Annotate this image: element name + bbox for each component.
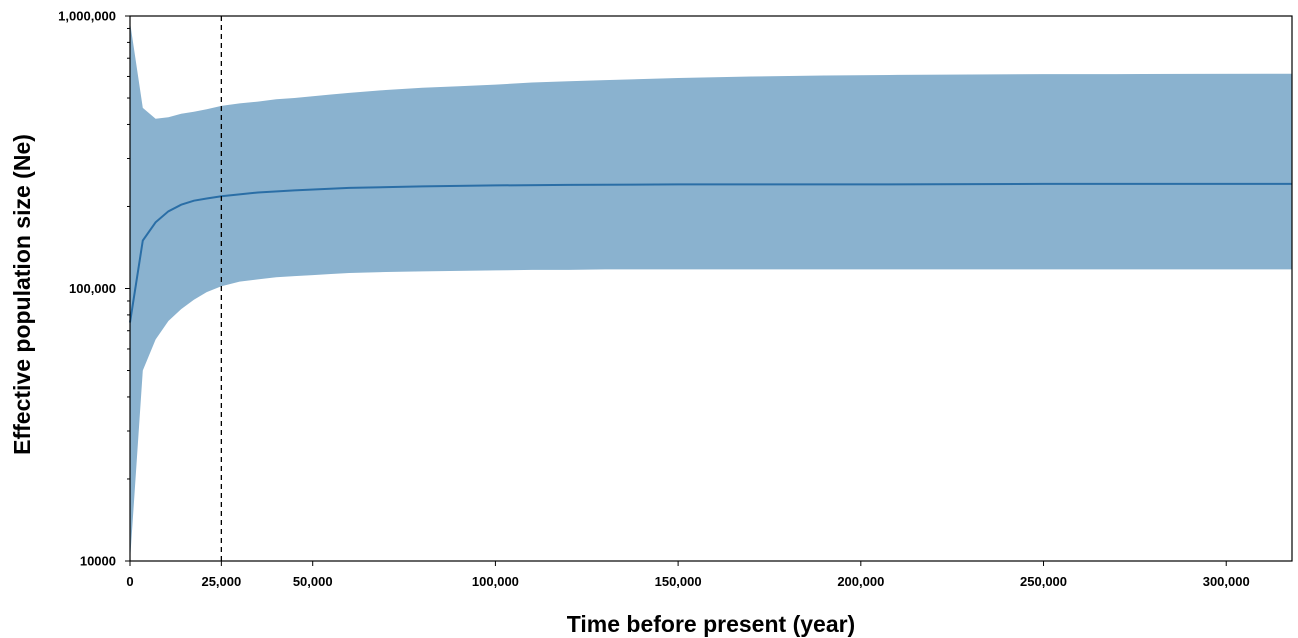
confidence-interval-band [130, 22, 1292, 562]
x-tick-label: 250,000 [1020, 574, 1067, 589]
y-tick-label: 1,000,000 [58, 9, 116, 24]
x-axis-title: Time before present (year) [567, 611, 855, 637]
x-tick-label: 150,000 [655, 574, 702, 589]
x-tick-label: 50,000 [293, 574, 333, 589]
x-tick-label: 100,000 [472, 574, 519, 589]
x-axis: 0 25,000 50,000 100,000 150,000 200,000 250,00… [126, 561, 1250, 589]
median-line [129, 182, 1292, 323]
x-tick-label: 300,000 [1203, 574, 1250, 589]
y-tick-label: 10000 [80, 554, 116, 569]
x-tick-label: 200,000 [837, 574, 884, 589]
x-tick-label: 0 [126, 574, 133, 589]
y-axis: 10000 100,000 1,000,000 [58, 9, 130, 569]
y-axis-title: Effective population size (Ne) [9, 134, 35, 455]
y-tick-label: 100,000 [69, 281, 116, 296]
x-tick-label: 25,000 [201, 574, 241, 589]
